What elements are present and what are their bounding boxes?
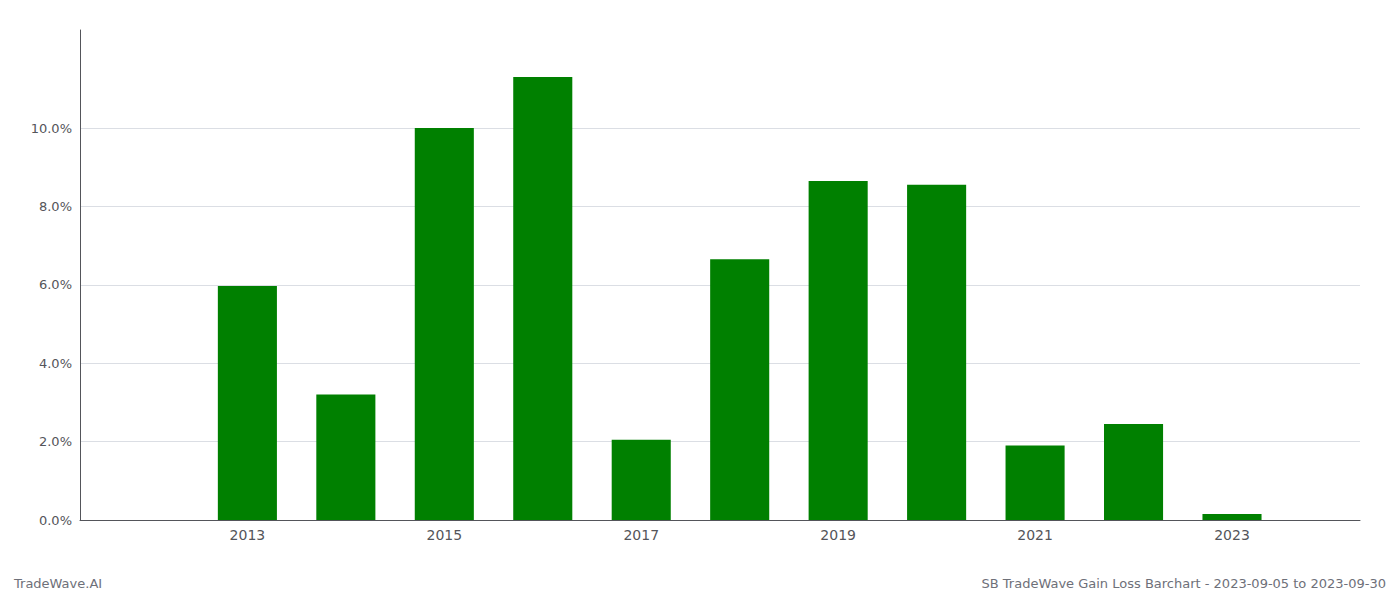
svg-text:2.0%: 2.0% bbox=[39, 434, 72, 449]
svg-text:8.0%: 8.0% bbox=[39, 199, 72, 214]
svg-text:2021: 2021 bbox=[1017, 527, 1053, 543]
svg-text:TradeWave.AI: TradeWave.AI bbox=[13, 576, 102, 591]
svg-text:2015: 2015 bbox=[426, 527, 462, 543]
svg-text:2013: 2013 bbox=[230, 527, 266, 543]
svg-text:6.0%: 6.0% bbox=[39, 277, 72, 292]
svg-text:SB TradeWave Gain Loss Barchar: SB TradeWave Gain Loss Barchart - 2023-0… bbox=[982, 576, 1387, 591]
svg-text:10.0%: 10.0% bbox=[31, 121, 72, 136]
svg-text:2017: 2017 bbox=[623, 527, 659, 543]
svg-text:4.0%: 4.0% bbox=[39, 356, 72, 371]
svg-text:2023: 2023 bbox=[1214, 527, 1250, 543]
svg-text:0.0%: 0.0% bbox=[39, 513, 72, 528]
svg-text:2019: 2019 bbox=[820, 527, 856, 543]
